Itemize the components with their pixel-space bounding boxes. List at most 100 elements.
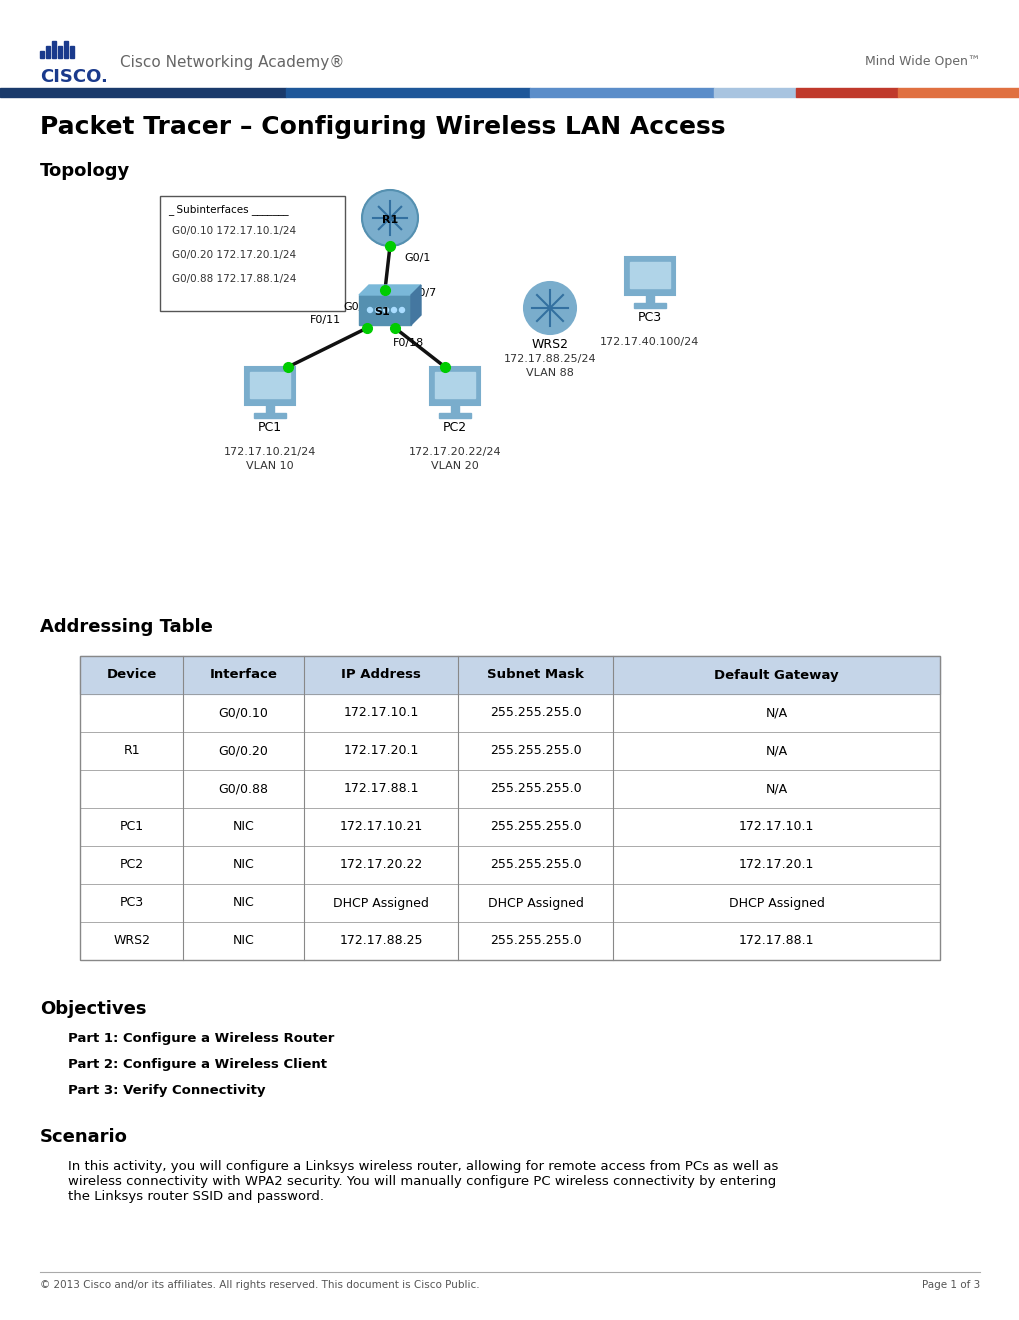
Text: 172.17.40.100/24: 172.17.40.100/24 [600, 337, 699, 347]
Text: G0/0.88: G0/0.88 [218, 783, 268, 796]
Bar [713, 88, 795, 96]
Text: WRS2: WRS2 [531, 338, 568, 351]
Text: VLAN 20: VLAN 20 [431, 461, 478, 471]
Text: 255.255.255.0: 255.255.255.0 [489, 744, 581, 758]
Bar [630, 261, 669, 288]
Circle shape [375, 308, 380, 313]
Circle shape [362, 190, 418, 246]
Bar [430, 367, 480, 405]
Bar [897, 88, 1019, 96]
Text: 172.17.20.22/24: 172.17.20.22/24 [409, 447, 500, 457]
Text: 172.17.88.25/24: 172.17.88.25/24 [503, 354, 596, 364]
Polygon shape [359, 285, 421, 294]
Bar [625, 257, 675, 294]
Text: N/A: N/A [765, 706, 787, 719]
Text: 172.17.10.1: 172.17.10.1 [738, 821, 813, 833]
Text: N/A: N/A [765, 744, 787, 758]
Text: 172.17.88.25: 172.17.88.25 [339, 935, 422, 948]
Text: WRS2: WRS2 [113, 935, 150, 948]
Text: NIC: NIC [232, 896, 254, 909]
Text: Default Gateway: Default Gateway [713, 668, 838, 681]
Text: G0/0.20: G0/0.20 [218, 744, 268, 758]
Text: R1: R1 [381, 215, 397, 224]
Text: PC1: PC1 [119, 821, 144, 833]
Text: G0/0.10: G0/0.10 [218, 706, 268, 719]
Circle shape [524, 282, 576, 334]
Text: G0/0.88 172.17.88.1/24: G0/0.88 172.17.88.1/24 [172, 275, 297, 284]
Text: 172.17.20.1: 172.17.20.1 [343, 744, 418, 758]
Text: Packet Tracer – Configuring Wireless LAN Access: Packet Tracer – Configuring Wireless LAN… [40, 115, 725, 139]
Bar [530, 88, 713, 96]
Bar [79, 656, 940, 960]
Bar [64, 41, 68, 58]
Bar [285, 88, 530, 96]
Bar [79, 846, 940, 884]
Text: F0/11: F0/11 [310, 315, 340, 325]
Text: 172.17.88.1: 172.17.88.1 [738, 935, 813, 948]
Bar [58, 46, 62, 58]
Bar [634, 304, 665, 308]
Text: 255.255.255.0: 255.255.255.0 [489, 935, 581, 948]
Bar [79, 770, 940, 808]
Bar [438, 413, 471, 418]
Text: G0/1: G0/1 [342, 302, 369, 312]
Text: PC1: PC1 [258, 421, 282, 434]
Text: DHCP Assigned: DHCP Assigned [728, 896, 823, 909]
Text: NIC: NIC [232, 821, 254, 833]
Bar [46, 46, 50, 58]
Bar [160, 195, 344, 312]
Text: _ Subinterfaces _______: _ Subinterfaces _______ [168, 205, 288, 215]
Bar [79, 921, 940, 960]
Text: G0/0.10 172.17.10.1/24: G0/0.10 172.17.10.1/24 [172, 226, 296, 236]
Text: VLAN 88: VLAN 88 [526, 368, 574, 378]
Bar [250, 372, 289, 399]
Circle shape [399, 308, 405, 313]
Text: DHCP Assigned: DHCP Assigned [333, 896, 429, 909]
Text: N/A: N/A [765, 783, 787, 796]
Text: F0/7: F0/7 [413, 288, 437, 298]
Text: G0/0.20 172.17.20.1/24: G0/0.20 172.17.20.1/24 [172, 249, 296, 260]
Text: 172.17.10.21: 172.17.10.21 [339, 821, 422, 833]
Text: Topology: Topology [40, 162, 130, 180]
Circle shape [391, 308, 396, 313]
Text: G0/1: G0/1 [404, 253, 430, 263]
Bar [254, 413, 285, 418]
Text: Objectives: Objectives [40, 1001, 147, 1018]
Bar [266, 405, 274, 413]
Text: PC3: PC3 [119, 896, 144, 909]
Text: Page 1 of 3: Page 1 of 3 [921, 1280, 979, 1290]
Text: VLAN 10: VLAN 10 [246, 461, 293, 471]
Text: PC3: PC3 [637, 312, 661, 323]
Text: In this activity, you will configure a Linksys wireless router, allowing for rem: In this activity, you will configure a L… [68, 1160, 777, 1203]
Text: Cisco Networking Academy®: Cisco Networking Academy® [120, 55, 344, 70]
Polygon shape [411, 285, 421, 325]
Text: 172.17.10.1: 172.17.10.1 [343, 706, 418, 719]
Text: CISCO.: CISCO. [40, 69, 108, 86]
Text: R1: R1 [123, 744, 140, 758]
Text: F0/18: F0/18 [392, 338, 424, 348]
Bar [79, 884, 940, 921]
Text: NIC: NIC [232, 858, 254, 871]
Text: NIC: NIC [232, 935, 254, 948]
Text: 255.255.255.0: 255.255.255.0 [489, 858, 581, 871]
Text: IP Address: IP Address [340, 668, 421, 681]
Circle shape [367, 308, 372, 313]
Text: 172.17.88.1: 172.17.88.1 [343, 783, 419, 796]
Text: Subnet Mask: Subnet Mask [487, 668, 584, 681]
Text: Scenario: Scenario [40, 1129, 127, 1146]
Bar [40, 51, 44, 58]
Bar [795, 88, 897, 96]
Circle shape [383, 308, 388, 313]
Text: PC2: PC2 [119, 858, 144, 871]
Text: Device: Device [106, 668, 157, 681]
Text: PC2: PC2 [442, 421, 467, 434]
Bar [645, 294, 653, 304]
Bar [245, 367, 294, 405]
Bar [70, 46, 74, 58]
Bar [52, 41, 56, 58]
Text: Interface: Interface [209, 668, 277, 681]
Text: 172.17.20.22: 172.17.20.22 [339, 858, 422, 871]
Bar [79, 808, 940, 846]
Text: Part 2: Configure a Wireless Client: Part 2: Configure a Wireless Client [68, 1059, 327, 1071]
Bar [79, 733, 940, 770]
